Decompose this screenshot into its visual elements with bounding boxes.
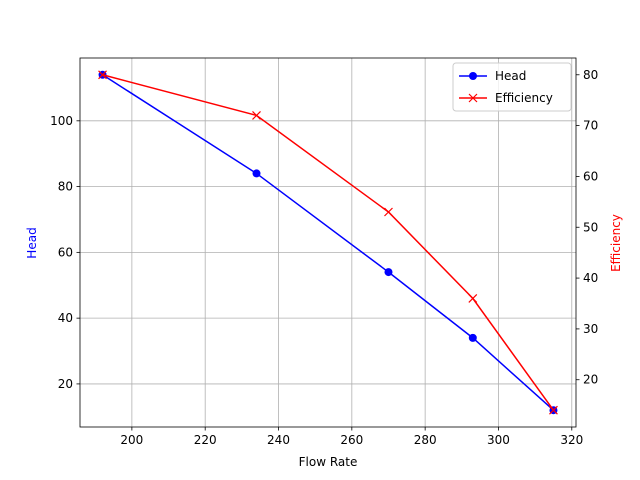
legend-box xyxy=(452,62,572,112)
marker xyxy=(384,207,393,217)
marker xyxy=(252,111,261,120)
x-tick-label: 220 xyxy=(194,433,217,447)
x-tick-label: 280 xyxy=(414,433,437,447)
legend-marker xyxy=(468,93,478,103)
y-axis-label: Head xyxy=(25,227,39,258)
marker xyxy=(549,405,558,415)
line xyxy=(102,74,554,411)
y-tick-label: 80 xyxy=(58,180,73,194)
x-axis-label: Flow Rate xyxy=(299,455,358,469)
x-tick-label: 260 xyxy=(340,433,363,447)
y-tick-label: 20 xyxy=(58,377,73,391)
legend-marker xyxy=(469,72,477,80)
x-tick-label: 320 xyxy=(560,433,583,447)
y2-tick-label: 40 xyxy=(583,271,598,285)
y-tick-label: 40 xyxy=(58,311,73,325)
marker xyxy=(384,268,393,277)
x-tick-label: 300 xyxy=(487,433,510,447)
marker xyxy=(468,333,477,342)
plot-frame xyxy=(79,57,577,428)
y2-tick-label: 50 xyxy=(583,220,598,234)
line xyxy=(102,74,555,411)
y2-tick-label: 30 xyxy=(583,322,598,336)
y2-tick-label: 70 xyxy=(583,119,598,133)
y2-axis-label: Efficiency xyxy=(609,214,623,272)
y-tick-label: 60 xyxy=(58,245,73,259)
y-tick-label: 100 xyxy=(50,114,73,128)
y2-tick-label: 20 xyxy=(583,373,598,387)
y2-tick-label: 80 xyxy=(583,68,598,82)
y2-tick-label: 60 xyxy=(583,169,598,183)
x-tick-label: 240 xyxy=(267,433,290,447)
legend-label: Efficiency xyxy=(495,91,553,105)
marker xyxy=(252,169,261,178)
legend-label: Head xyxy=(495,69,526,83)
marker xyxy=(468,293,478,303)
marker xyxy=(98,70,107,80)
x-tick-label: 200 xyxy=(120,433,143,447)
